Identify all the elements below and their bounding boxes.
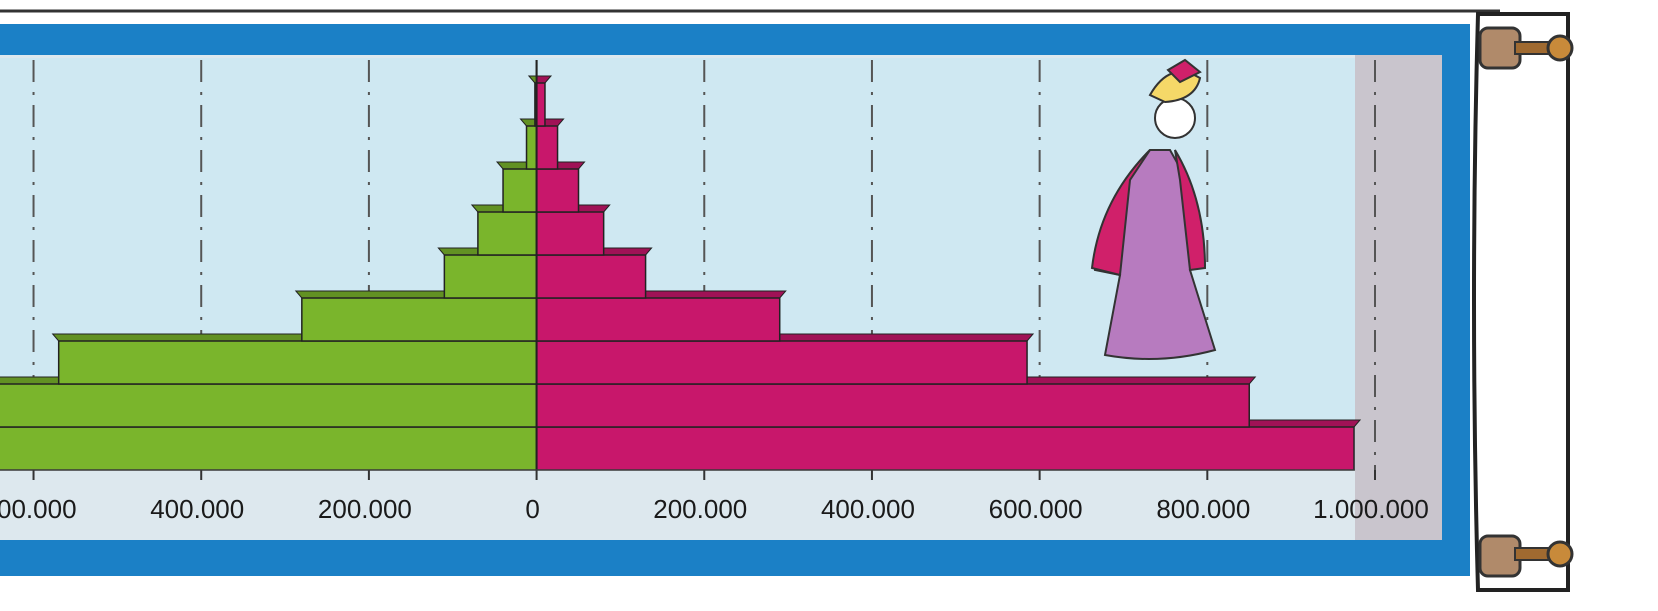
bar <box>443 254 538 299</box>
bar <box>0 383 538 428</box>
bar <box>535 82 546 127</box>
bar <box>535 211 605 256</box>
scroll <box>1472 12 1574 592</box>
bar <box>535 254 647 299</box>
x-tick-label: 400.000 <box>150 494 244 524</box>
scroll-end <box>1546 34 1574 62</box>
x-tick-label: 1.000.000 <box>1313 494 1429 524</box>
bar <box>301 297 538 342</box>
bar <box>535 383 1250 428</box>
bar <box>535 426 1355 471</box>
x-tick-label: 600.000 <box>989 494 1083 524</box>
hat <box>1166 58 1202 84</box>
bar <box>535 168 580 213</box>
x-tick-label: 0 <box>525 494 539 524</box>
bar <box>535 340 1028 385</box>
cape <box>1174 149 1207 272</box>
x-tick-label: 200.000 <box>318 494 412 524</box>
x-tick-label: 200.000 <box>653 494 747 524</box>
bar <box>0 426 538 471</box>
bar <box>525 125 538 170</box>
side-strip <box>1355 55 1442 540</box>
plot: 600.000 400.000 200.000 0 200.000 400.000 600.… <box>0 60 1429 524</box>
lady-illustration <box>1090 58 1217 360</box>
bar <box>535 125 559 170</box>
bar <box>502 168 538 213</box>
scroll-paper <box>1472 12 1570 592</box>
x-tick-label: 600.000 <box>0 494 77 524</box>
bar <box>477 211 538 256</box>
bar <box>57 340 538 385</box>
x-tick-label: 400.000 <box>821 494 915 524</box>
head <box>1154 97 1196 139</box>
bar <box>535 297 781 342</box>
cape <box>1090 149 1151 277</box>
scroll-end <box>1546 540 1574 568</box>
x-tick-label: 800.000 <box>1156 494 1250 524</box>
hair <box>1148 70 1202 104</box>
